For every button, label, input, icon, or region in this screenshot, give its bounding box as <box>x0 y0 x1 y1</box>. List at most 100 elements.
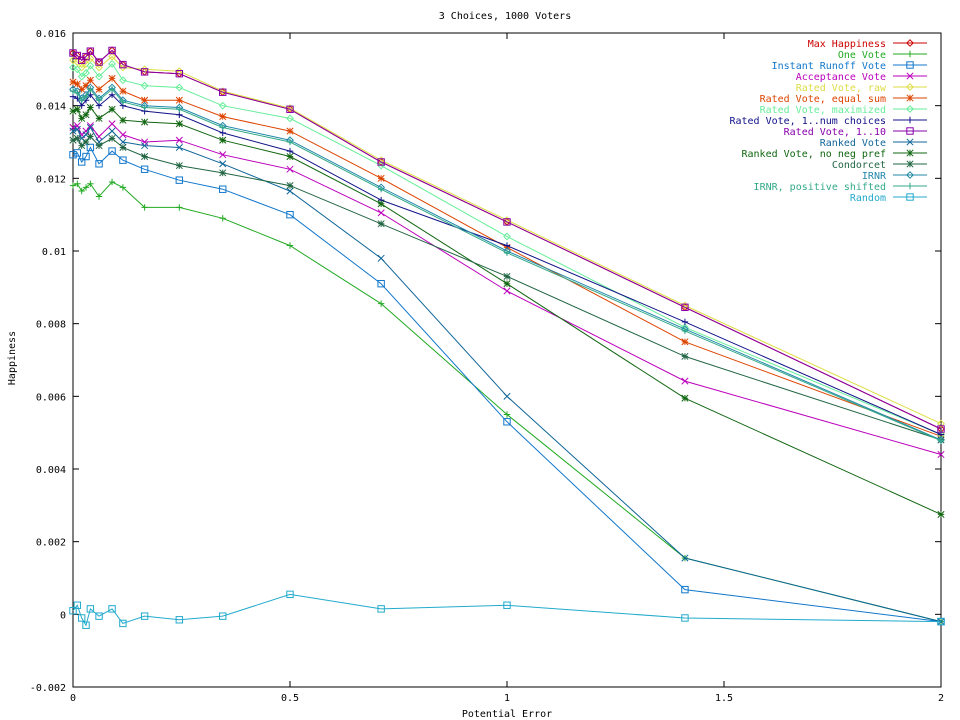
data-point <box>140 165 149 173</box>
data-point <box>108 46 116 55</box>
data-point <box>141 142 149 150</box>
data-point <box>73 149 82 157</box>
data-point <box>503 601 511 609</box>
data-point <box>77 614 86 622</box>
data-point <box>219 169 227 177</box>
data-point <box>175 69 184 78</box>
data-point <box>937 437 945 444</box>
data-point <box>73 80 81 88</box>
legend-marker <box>906 83 914 91</box>
data-point <box>219 129 226 137</box>
y-axis: -0.002 0 0.002 0.004 0.006 0.008 0.01 0.012 0.01… <box>30 29 941 694</box>
data-point <box>503 218 511 226</box>
series-line <box>72 593 942 627</box>
data-point <box>87 91 94 98</box>
legend-label: Rated Vote, raw <box>796 83 887 94</box>
legend-marker <box>906 182 914 190</box>
data-point <box>377 300 385 307</box>
legend-marker <box>906 116 914 124</box>
data-point <box>95 193 103 200</box>
data-point <box>108 147 116 155</box>
data-point <box>78 114 86 122</box>
series-9 <box>69 123 945 626</box>
data-point <box>219 124 226 131</box>
data-point <box>175 136 183 144</box>
data-point <box>219 185 227 193</box>
data-point <box>69 93 77 100</box>
data-point <box>937 510 945 518</box>
data-point <box>937 419 945 428</box>
data-point <box>681 352 689 360</box>
data-point <box>108 86 116 93</box>
legend-marker <box>906 127 914 135</box>
data-point <box>78 102 85 109</box>
legend-label: Rated Vote, equal sum <box>760 94 886 105</box>
legend-marker <box>906 193 914 201</box>
data-point <box>286 104 294 113</box>
data-point <box>219 136 227 144</box>
series-line <box>72 106 942 515</box>
data-point <box>119 143 127 152</box>
data-point <box>119 116 127 124</box>
chart-title: 3 Choices, 1000 Voters <box>439 11 571 22</box>
data-point <box>86 122 94 130</box>
data-point <box>108 178 116 186</box>
data-point <box>82 184 90 191</box>
data-point <box>74 180 81 187</box>
legend-label: Max Happiness <box>808 39 886 50</box>
data-point <box>681 318 689 326</box>
series-layer <box>69 46 945 629</box>
data-point <box>86 143 95 152</box>
data-point <box>377 186 385 193</box>
data-point <box>503 411 511 418</box>
data-point <box>503 249 511 257</box>
data-point <box>73 134 81 142</box>
series-line <box>72 94 942 435</box>
data-point <box>377 158 385 166</box>
x-tick-label: 0.5 <box>281 693 299 704</box>
data-point <box>87 86 94 93</box>
data-point <box>140 68 149 76</box>
x-tick-label: 1 <box>504 693 510 704</box>
data-point <box>119 156 127 164</box>
data-point <box>176 204 183 211</box>
data-point <box>503 287 511 295</box>
data-point <box>77 158 86 166</box>
legend-marker <box>906 149 914 157</box>
x-tick-label: 2 <box>938 693 944 704</box>
data-point <box>73 65 82 74</box>
y-tick-label: 0 <box>60 610 66 621</box>
data-point <box>86 47 95 55</box>
legend-label: Ranked Vote <box>820 138 886 149</box>
data-point <box>82 93 90 100</box>
data-point <box>119 619 127 628</box>
series-10 <box>69 103 945 518</box>
data-point <box>95 612 103 620</box>
data-point <box>74 89 81 97</box>
data-point <box>377 605 385 613</box>
legend-label: Acceptance Vote <box>796 72 886 83</box>
data-point <box>286 147 294 155</box>
data-point <box>681 394 689 402</box>
data-point <box>108 134 116 142</box>
data-point <box>140 81 149 90</box>
data-point <box>82 82 90 90</box>
data-point <box>218 87 227 96</box>
data-point <box>95 63 103 72</box>
data-point <box>86 132 94 141</box>
data-point <box>681 614 689 622</box>
data-point <box>286 114 294 123</box>
data-point <box>176 111 183 118</box>
data-point <box>681 554 689 562</box>
data-point <box>77 63 86 72</box>
data-point <box>219 160 227 168</box>
data-point <box>73 601 82 609</box>
data-point <box>681 327 689 335</box>
y-tick-label: 0.01 <box>42 247 66 258</box>
data-point <box>119 76 127 85</box>
data-point <box>937 450 945 459</box>
data-point <box>82 152 90 161</box>
y-tick-label: -0.002 <box>30 683 66 694</box>
